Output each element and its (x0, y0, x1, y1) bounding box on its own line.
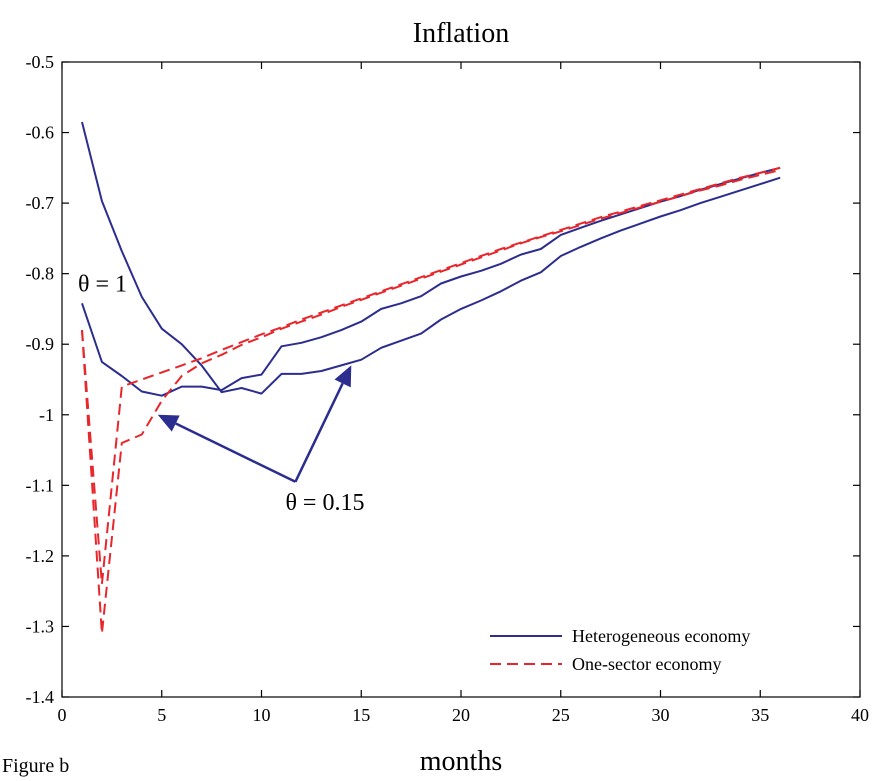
series-line-3 (81, 169, 781, 635)
series-line-1 (81, 121, 781, 395)
x-tick-label: 30 (652, 705, 670, 725)
x-tick-label: 25 (552, 705, 570, 725)
x-axis-label: months (420, 746, 502, 777)
y-tick-label: -1.1 (26, 475, 55, 495)
series-line-4 (81, 166, 781, 586)
chart-title: Inflation (413, 18, 509, 49)
x-tick-label: 35 (751, 705, 769, 725)
x-tick-label: 20 (452, 705, 470, 725)
x-tick-label: 0 (58, 705, 67, 725)
plot-area-frame (61, 61, 861, 698)
series-line-2 (81, 166, 781, 397)
x-tick-label: 5 (157, 705, 166, 725)
arrow-head (334, 365, 352, 388)
legend-label: Heterogeneous economy (572, 626, 750, 646)
legend: Heterogeneous economy One-sector economy (490, 626, 750, 674)
figure-caption: Figure b (2, 755, 69, 777)
x-tick-label: 10 (253, 705, 271, 725)
y-tick-label: -0.5 (26, 52, 55, 72)
annotation-label: θ = 0.15 (285, 490, 364, 516)
y-tick-label: -0.7 (26, 193, 55, 213)
y-tick-label: -1.4 (26, 687, 55, 707)
annotation-label: θ = 1 (78, 271, 127, 297)
annotation-layer: θ = 1 θ = 0.15 (78, 271, 365, 516)
axis-ticks: 0 5 10 15 20 25 30 35 40 -0.5 -0.6 -0.7 -0.8 -0.9 -1 -1… (26, 52, 870, 725)
arrow-shaft (175, 422, 296, 483)
arrow-shaft (294, 382, 344, 483)
y-tick-label: -1 (39, 405, 54, 425)
x-tick-label: 40 (851, 705, 869, 725)
y-tick-label: -1.3 (26, 616, 55, 636)
y-tick-label: -0.8 (26, 264, 55, 284)
legend-label: One-sector economy (572, 654, 721, 674)
x-tick-label: 15 (352, 705, 370, 725)
y-tick-label: -1.2 (26, 546, 55, 566)
series-layer (81, 121, 781, 635)
arrow-head (157, 414, 180, 432)
y-tick-label: -0.6 (26, 123, 55, 143)
y-tick-label: -0.9 (26, 334, 55, 354)
